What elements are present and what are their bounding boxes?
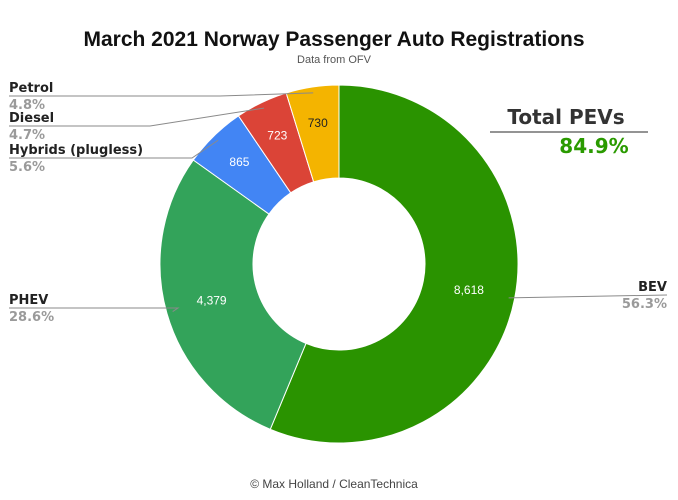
chart-subtitle: Data from OFV xyxy=(297,54,372,66)
percent-label-bev: 56.3% xyxy=(622,297,667,312)
slice-phev xyxy=(159,159,307,430)
total-pevs-callout: Total PEVs 84.9% xyxy=(490,105,648,158)
value-label-diesel: 723 xyxy=(267,129,287,143)
slices-group xyxy=(159,84,519,444)
value-label-phev: 4,379 xyxy=(197,293,227,307)
leader-lines-group xyxy=(9,92,668,312)
value-label-petrol: 730 xyxy=(308,116,328,130)
percent-label-petrol: 4.8% xyxy=(9,98,45,113)
value-label-bev: 8,618 xyxy=(454,283,484,297)
category-label-hybrids-plugless: Hybrids (plugless) xyxy=(9,143,143,158)
leader-line-phev xyxy=(9,307,180,312)
category-labels-group: BEV 56.3% PHEV 28.6% Hybrids (plugless) 5.6% D… xyxy=(9,81,667,325)
callout-label: Total PEVs xyxy=(507,105,624,129)
chart-credit: © Max Holland / CleanTechnica xyxy=(250,477,418,491)
callout-value: 84.9% xyxy=(559,134,628,158)
category-label-petrol: Petrol xyxy=(9,81,53,96)
leader-line-petrol xyxy=(9,92,314,97)
category-label-bev: BEV xyxy=(638,280,667,295)
slice-bev xyxy=(269,84,519,444)
percent-label-hybrids-plugless: 5.6% xyxy=(9,160,45,175)
chart-title: March 2021 Norway Passenger Auto Registr… xyxy=(83,28,584,51)
category-label-phev: PHEV xyxy=(9,293,48,308)
percent-label-phev: 28.6% xyxy=(9,310,54,325)
percent-label-diesel: 4.7% xyxy=(9,128,45,143)
value-labels-group: 8,618 4,379 865 723 730 xyxy=(197,116,485,307)
leader-line-diesel xyxy=(9,107,265,127)
category-label-diesel: Diesel xyxy=(9,111,54,126)
value-label-hybrids-plugless: 865 xyxy=(229,155,249,169)
leader-line-hybrids-plugless xyxy=(9,139,219,159)
slice-petrol xyxy=(285,84,340,183)
leader-line-bev xyxy=(508,294,668,299)
